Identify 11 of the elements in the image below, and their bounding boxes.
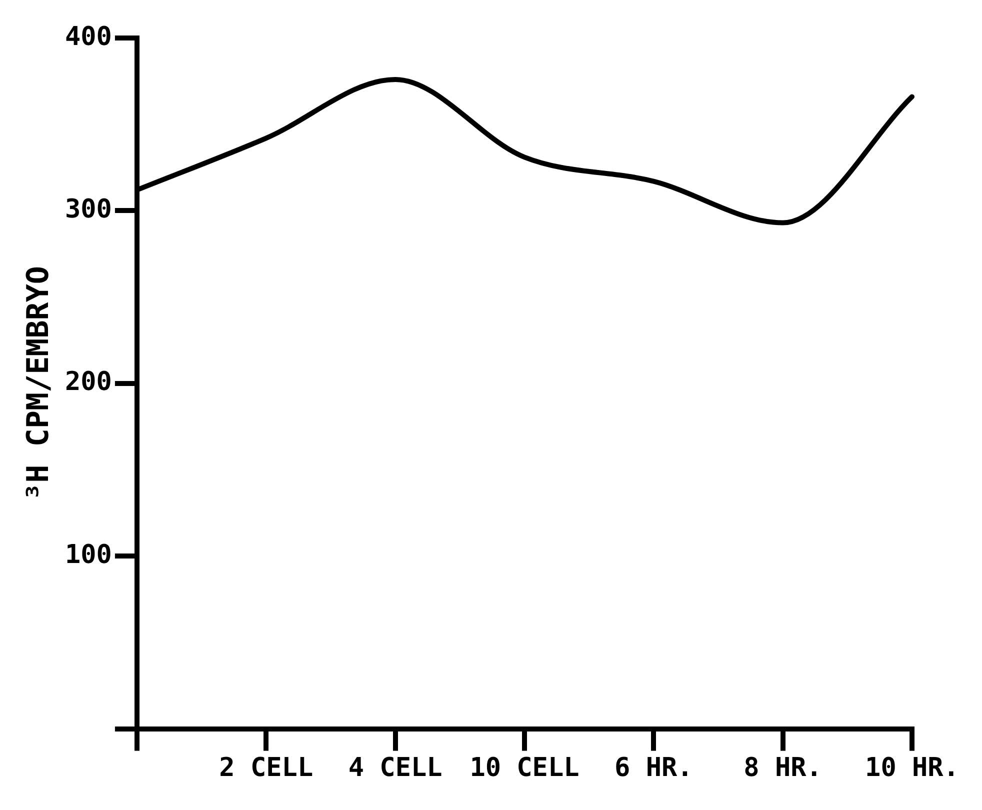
- x-tick-label: 8 HR.: [744, 753, 822, 784]
- y-tick-label: 400: [64, 22, 112, 52]
- x-tick-label: 10 CELL: [470, 753, 580, 784]
- x-tick-label: 10 HR.: [865, 753, 959, 784]
- x-tick-label: 2 CELL: [219, 753, 314, 784]
- x-tick-label: 6 HR.: [614, 753, 693, 784]
- x-tick-label: 4 CELL: [348, 753, 442, 784]
- y-tick-label: 100: [64, 540, 112, 570]
- y-axis-title: ³H CPM/EMBRYO: [20, 266, 56, 501]
- y-tick-label: 300: [64, 194, 112, 224]
- y-tick-label: 200: [64, 367, 112, 398]
